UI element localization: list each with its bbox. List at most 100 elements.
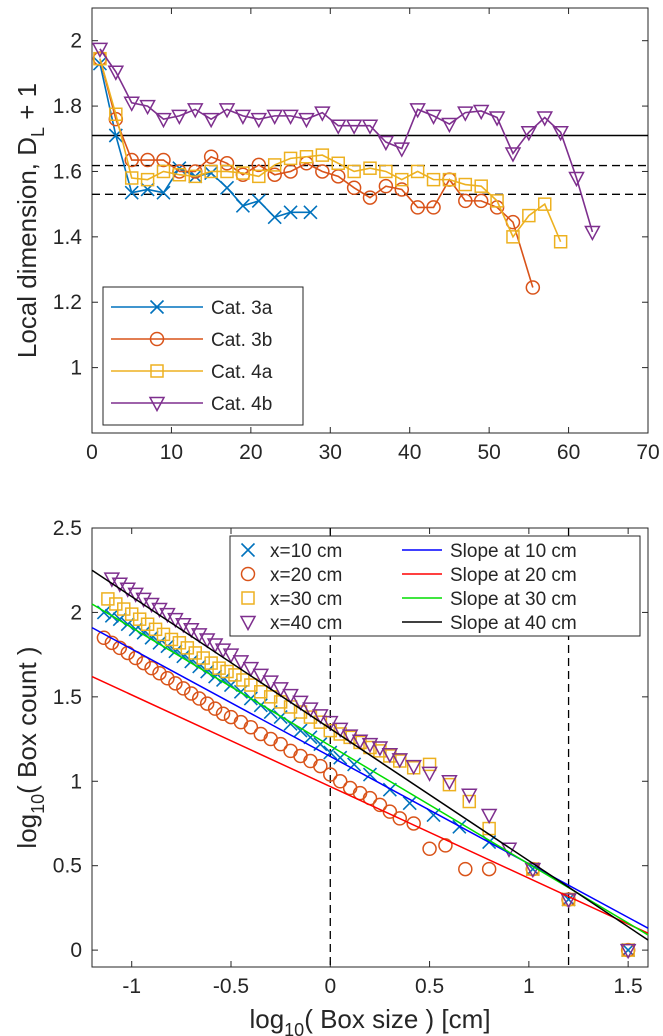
- data-point: [203, 149, 219, 164]
- data-point: [425, 109, 442, 125]
- data-point: [156, 627, 171, 642]
- data-point: [441, 117, 458, 134]
- bottom-ytick-label: 2.5: [53, 517, 82, 540]
- top-xtick-label: 70: [636, 441, 659, 464]
- data-point: [283, 205, 298, 220]
- bottom-xtick-label: -1: [122, 975, 141, 998]
- data-point: [111, 577, 129, 593]
- data-point: [152, 665, 167, 681]
- data-point: [151, 602, 168, 619]
- data-point: [191, 691, 207, 706]
- data-point: [422, 757, 437, 772]
- data-point: [155, 112, 172, 129]
- data-point: [139, 99, 156, 116]
- top-xtick-label: 60: [557, 441, 580, 464]
- data-point: [457, 106, 474, 122]
- top-xtick-label: 30: [319, 441, 342, 464]
- data-point: [92, 56, 108, 71]
- data-point: [481, 861, 497, 877]
- top-axes-box: [91, 7, 649, 434]
- data-point: [394, 182, 410, 197]
- data-point: [252, 169, 266, 184]
- bottom-xlabel-sub: 10: [284, 1020, 304, 1036]
- data-point: [219, 156, 235, 171]
- data-point: [568, 171, 585, 188]
- data-point: [135, 592, 152, 608]
- data-point: [127, 587, 144, 603]
- fit-line: [91, 569, 649, 941]
- data-point: [361, 737, 379, 754]
- data-point: [480, 808, 498, 825]
- top-ylabel-main: Local dimension, D: [12, 137, 42, 358]
- data-point: [373, 744, 387, 758]
- data-point: [251, 157, 267, 173]
- data-point: [473, 193, 489, 209]
- bottom-chart: -1 -0.5 0 0.5 1 1.5 0 0.5 1 1.5 2 2.5 x=10 cm x=20 cm…: [12, 517, 649, 1036]
- data-point: [236, 673, 250, 687]
- data-point: [263, 690, 278, 704]
- data-point: [406, 816, 421, 831]
- data-point: [488, 111, 506, 127]
- data-point: [109, 597, 123, 611]
- data-point: [199, 696, 215, 711]
- data-point: [442, 172, 457, 187]
- data-point: [458, 177, 473, 192]
- legend-marker: [241, 591, 255, 605]
- top-legend: Cat. 3a Cat. 3b Cat. 4a Cat. 4b: [102, 286, 304, 426]
- top-ytick-label: 1.6: [53, 160, 82, 183]
- data-point: [202, 112, 220, 129]
- data-point: [426, 172, 441, 187]
- data-point: [315, 148, 330, 162]
- bottom-ytick-label: 1: [70, 770, 82, 793]
- data-point: [442, 777, 457, 792]
- data-point: [458, 861, 473, 877]
- legend-label: Cat. 4b: [211, 394, 272, 415]
- data-point: [188, 169, 203, 184]
- data-point: [206, 638, 224, 654]
- data-point: [410, 200, 425, 215]
- data-point: [253, 726, 269, 742]
- fit-line: [91, 603, 649, 936]
- data-point: [143, 597, 160, 614]
- data-point: [251, 193, 266, 208]
- series-line: [99, 48, 594, 233]
- legend-label: Cat. 3b: [211, 330, 272, 351]
- data-point: [342, 780, 358, 796]
- data-point: [176, 681, 191, 696]
- top-series-cat-4a: [93, 51, 568, 249]
- data-point: [372, 797, 388, 813]
- data-point: [347, 164, 361, 179]
- legend-label: Cat. 4a: [211, 362, 273, 383]
- data-point: [219, 180, 235, 195]
- top-xtick-label: 40: [398, 441, 421, 464]
- data-point: [267, 210, 282, 225]
- data-point: [395, 172, 409, 187]
- data-point: [187, 103, 204, 119]
- top-xtick-label: 10: [160, 441, 183, 464]
- data-point: [156, 164, 171, 179]
- bottom-ytick-label: 1.5: [53, 686, 82, 709]
- data-point: [140, 152, 155, 168]
- data-point: [124, 607, 139, 621]
- data-point: [402, 796, 417, 811]
- data-point: [273, 736, 288, 752]
- data-point: [263, 731, 278, 747]
- data-point: [283, 151, 298, 166]
- data-point: [560, 893, 577, 909]
- bottom-axes-box: [91, 527, 649, 968]
- legend-marker: [149, 331, 165, 347]
- top-xtick-label: 0: [86, 441, 98, 464]
- data-point: [406, 761, 421, 775]
- data-point: [382, 782, 397, 797]
- legend-marker: [239, 615, 257, 632]
- top-ylabel: Local dimension, DL + 1: [12, 83, 48, 358]
- legend-marker: [149, 299, 165, 315]
- data-point: [329, 119, 347, 135]
- legend-marker: [148, 396, 166, 413]
- scatter-series-x-10-cm: [96, 605, 636, 958]
- data-point: [267, 167, 282, 182]
- fit-line: [91, 626, 649, 929]
- top-ytick-label: 1: [70, 357, 82, 380]
- top-series-cat-4b: [91, 42, 601, 242]
